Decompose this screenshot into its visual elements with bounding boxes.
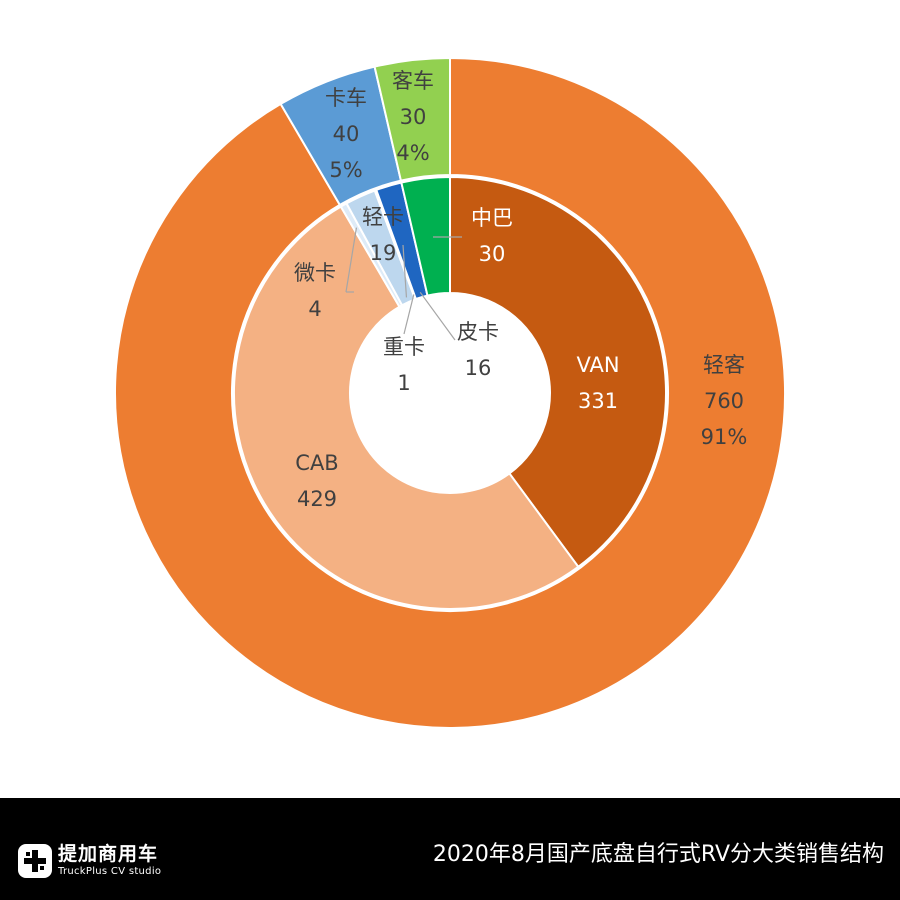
brand-logo: 提加商用车 TruckPlus CV studio (18, 844, 161, 878)
leader-line-5 (419, 291, 456, 341)
inner-label-name-5: 皮卡 (457, 320, 499, 344)
footer-bar: 提加商用车 TruckPlus CV studio 2020年8月国产底盘自行式… (0, 798, 900, 900)
inner-label-name-2: 微卡 (294, 261, 336, 285)
outer-label-value-2: 30 (400, 105, 427, 129)
outer-label-value-1: 40 (333, 122, 360, 146)
inner-label-value-4: 1 (397, 371, 410, 395)
outer-label-value-0: 760 (704, 389, 744, 413)
inner-label-name-0: VAN (576, 353, 619, 377)
inner-ring-slice-1 (233, 205, 580, 610)
outer-label-percent-0: 91% (701, 425, 748, 449)
inner-ring-slice-6 (400, 175, 451, 297)
chart-area: 轻客 760 91% 卡车 40 5% 客车 30 4% VAN 331 CAB 429 微卡 4 轻卡 19 重… (114, 56, 786, 729)
leader-line-2 (345, 227, 358, 293)
outer-label-percent-1: 5% (329, 158, 362, 182)
leader-line-4 (403, 294, 415, 335)
inner-label-name-3: 轻卡 (362, 205, 404, 229)
inner-label-name-1: CAB (295, 451, 338, 475)
brand-name: 提加商用车 (58, 843, 159, 865)
outer-ring-slice-2 (373, 56, 451, 182)
outer-ring-slice-0 (114, 56, 786, 729)
inner-label-value-1: 429 (297, 487, 337, 511)
inner-label-value-5: 16 (465, 356, 492, 380)
inner-label-value-0: 331 (578, 389, 618, 413)
inner-label-name-4: 重卡 (383, 335, 425, 359)
leader-line-3 (402, 244, 408, 298)
nested-donut-chart: 轻客 760 91% 卡车 40 5% 客车 30 4% VAN 331 CAB 429 微卡 4 轻卡 19 重… (114, 56, 786, 729)
outer-label-name-2: 客车 (392, 69, 434, 93)
outer-label-percent-2: 4% (396, 141, 429, 165)
chart-caption: 2020年8月国产底盘自行式RV分大类销售结构 (432, 842, 884, 867)
brand-subtitle: TruckPlus CV studio (58, 866, 162, 877)
inner-label-value-2: 4 (308, 297, 321, 321)
inner-ring-slice-0 (449, 175, 667, 569)
outer-label-name-1: 卡车 (325, 86, 367, 110)
truckplus-logo-icon (18, 844, 52, 878)
outer-label-name-0: 轻客 (703, 353, 745, 377)
inner-label-name-6: 中巴 (471, 206, 513, 230)
inner-label-value-3: 19 (370, 241, 397, 265)
inner-label-value-6: 30 (479, 242, 506, 266)
